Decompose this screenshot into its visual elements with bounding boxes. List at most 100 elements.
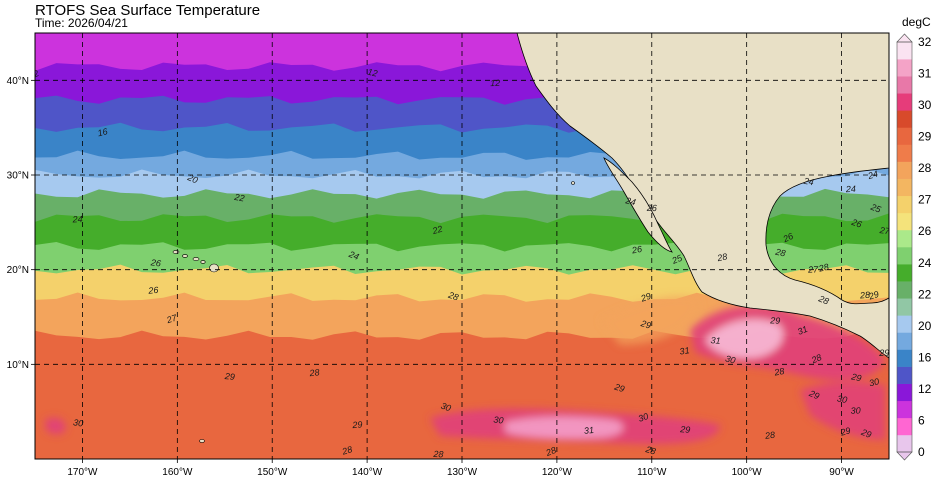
contour-label: 29	[878, 348, 889, 358]
colorbar-frame	[896, 41, 913, 453]
colorbar-swatch	[897, 298, 912, 316]
contour-label: 28	[644, 444, 657, 457]
colorbar-swatches	[896, 33, 913, 461]
warm-pool-west	[45, 417, 66, 435]
lat-tick-label: 30°N	[7, 171, 29, 182]
contour-label: 26	[630, 244, 643, 256]
contour-label: 29	[838, 425, 851, 438]
colorbar-labels: 0 6 12 16 20 22 24 26 27 28 29 30 31 32	[918, 35, 932, 459]
colorbar-tick-label: 31	[918, 67, 932, 81]
contour-label: 29	[351, 419, 363, 430]
contour-label: 31	[679, 345, 690, 356]
contour-label: 28	[774, 246, 787, 258]
colorbar-tick-label: 0	[918, 445, 925, 459]
contour-label: 29	[639, 318, 652, 331]
lon-tick-label: 170°W	[67, 467, 98, 478]
colorbar-swatch	[897, 264, 912, 282]
contour-label: 22	[233, 192, 246, 204]
lon-tick-label: 140°W	[352, 467, 383, 478]
colorbar-tick-label: 30	[918, 98, 932, 112]
contour-label: 29	[679, 424, 691, 435]
colorbar-swatch	[897, 195, 912, 214]
colorbar-swatch	[897, 59, 912, 77]
contour-label: 24	[802, 176, 815, 188]
contour-label: 22	[430, 224, 443, 237]
contour-label: 26	[147, 285, 159, 296]
contour-label: 26	[646, 203, 657, 213]
baja-california	[603, 157, 673, 253]
contour-label: 30	[637, 411, 650, 424]
contour-label: 29	[612, 381, 626, 394]
colorbar-swatch	[897, 93, 912, 111]
lon-tick-label: 90°W	[829, 467, 854, 478]
colorbar-swatch	[897, 229, 912, 248]
colorbar-swatch	[897, 366, 912, 384]
contour-label: 12	[490, 78, 500, 88]
contour-label: 25	[670, 252, 685, 266]
colorbar-swatch	[897, 161, 912, 179]
colorbar-tick-label: 6	[918, 414, 925, 428]
colorbar-swatch	[897, 417, 912, 436]
contour-label: 28	[308, 367, 320, 378]
colorbar-swatch	[897, 144, 912, 162]
contour-label: 26	[149, 257, 161, 268]
colorbar-swatch	[897, 127, 912, 145]
colorbar-tick-label: 28	[918, 161, 932, 175]
axis-ticks: 170°W 160°W 150°W 140°W 130°W 120°W 110°W 100°W…	[7, 76, 855, 478]
contour-label: 16	[97, 126, 109, 138]
contour-label: 31	[796, 324, 809, 337]
contour-label: 28	[763, 430, 775, 441]
contour-label: 20	[185, 172, 199, 186]
colorbar-swatch	[897, 281, 912, 299]
contour-label: 24	[866, 169, 879, 182]
warm-pool-south-core	[505, 416, 624, 439]
warm-patches	[45, 296, 885, 445]
contour-label: 24	[624, 195, 637, 207]
contour-label: 30	[724, 353, 736, 365]
north-america-land	[516, 33, 889, 359]
lat-tick-label: 10°N	[7, 360, 29, 371]
cool-tongue	[600, 296, 700, 345]
colorbar: degC 0 6 12 16 20 22 24 26 27 28 29 30 31 32	[896, 15, 932, 461]
colorbar-swatch	[897, 400, 912, 419]
contour-label: 24	[845, 184, 857, 195]
lat-tick-label: 20°N	[7, 265, 29, 276]
contour-label: 28	[340, 444, 353, 457]
colorbar-swatch	[897, 434, 912, 453]
contour-label: 30	[851, 405, 861, 415]
colorbar-swatch	[897, 315, 912, 333]
lon-tick-label: 150°W	[257, 467, 288, 478]
contour-label: 27	[164, 312, 179, 325]
lat-tick-label: 40°N	[7, 76, 29, 87]
guadalupe-island	[571, 181, 575, 185]
contour-label: 27	[807, 264, 819, 274]
colorbar-tick-label: 26	[918, 224, 932, 238]
colorbar-min-arrow	[896, 451, 913, 461]
graticule	[35, 33, 889, 459]
colorbar-swatch	[897, 349, 912, 367]
contour-label: 29	[639, 291, 653, 304]
warm-pool-coast	[800, 381, 885, 440]
contour-label: 29	[807, 388, 821, 402]
colorbar-swatch	[897, 110, 912, 128]
colorbar-unit: degC	[902, 15, 931, 29]
contour-label: 29	[867, 289, 881, 302]
lon-tick-label: 160°W	[162, 467, 193, 478]
colorbar-tick-label: 24	[918, 256, 932, 270]
lon-tick-label: 120°W	[542, 467, 573, 478]
lon-tick-label: 110°W	[637, 467, 667, 478]
colorbar-swatch	[897, 383, 912, 402]
colorbar-swatch	[897, 247, 912, 265]
contour-label: 12	[27, 68, 40, 81]
colorbar-swatch	[897, 178, 912, 197]
lon-tick-label: 130°W	[447, 467, 478, 478]
contour-label: 29	[849, 371, 862, 383]
contour-label: 28	[446, 289, 460, 302]
contour-label: 30	[72, 417, 83, 428]
contour-label: 28	[544, 445, 558, 458]
contour-label: 28	[809, 352, 823, 366]
contour-label: 24	[71, 214, 83, 225]
contour-label: 26	[781, 231, 795, 245]
